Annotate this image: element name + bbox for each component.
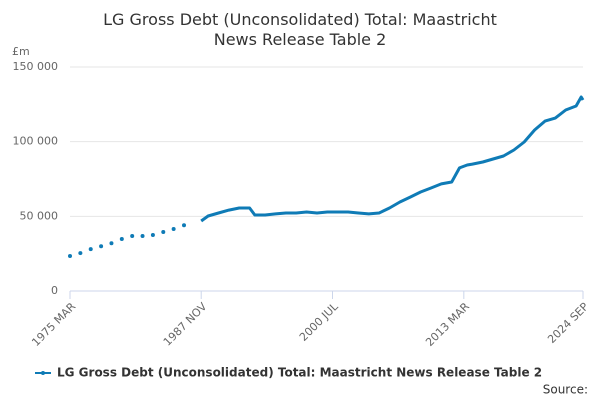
legend-label: LG Gross Debt (Unconsolidated) Total: Ma… — [57, 366, 542, 380]
y-tick-label: 0 — [51, 284, 58, 297]
data-point — [161, 230, 166, 235]
data-point — [150, 233, 155, 237]
data-line — [200, 95, 585, 223]
data-point — [88, 247, 93, 252]
data-point — [130, 234, 135, 239]
legend-marker — [41, 371, 45, 375]
chart-title: LG Gross Debt (Unconsolidated) Total: Ma… — [103, 10, 497, 49]
source: Source: — [543, 383, 588, 397]
data-point — [78, 251, 83, 256]
x-tick-label: 2024 SEP — [545, 300, 591, 346]
y-axis-label: £m — [12, 45, 30, 58]
x-tick-label: 2000 JUL — [297, 299, 341, 343]
y-tick-label: 150 000 — [13, 60, 59, 73]
x-tick-label: 2013 MAR — [423, 300, 472, 349]
y-tick-label: 50 000 — [20, 209, 59, 222]
y-tick-label: 100 000 — [13, 135, 59, 148]
data-point — [171, 227, 176, 232]
data-point — [68, 254, 72, 259]
data-point — [182, 223, 186, 228]
x-tick-label: 1987 NOV — [161, 300, 210, 349]
data-point — [119, 237, 124, 242]
data-point — [99, 244, 104, 249]
x-tick-label: 1975 MAR — [29, 300, 78, 349]
data-point — [140, 234, 145, 239]
data-point — [109, 241, 114, 246]
